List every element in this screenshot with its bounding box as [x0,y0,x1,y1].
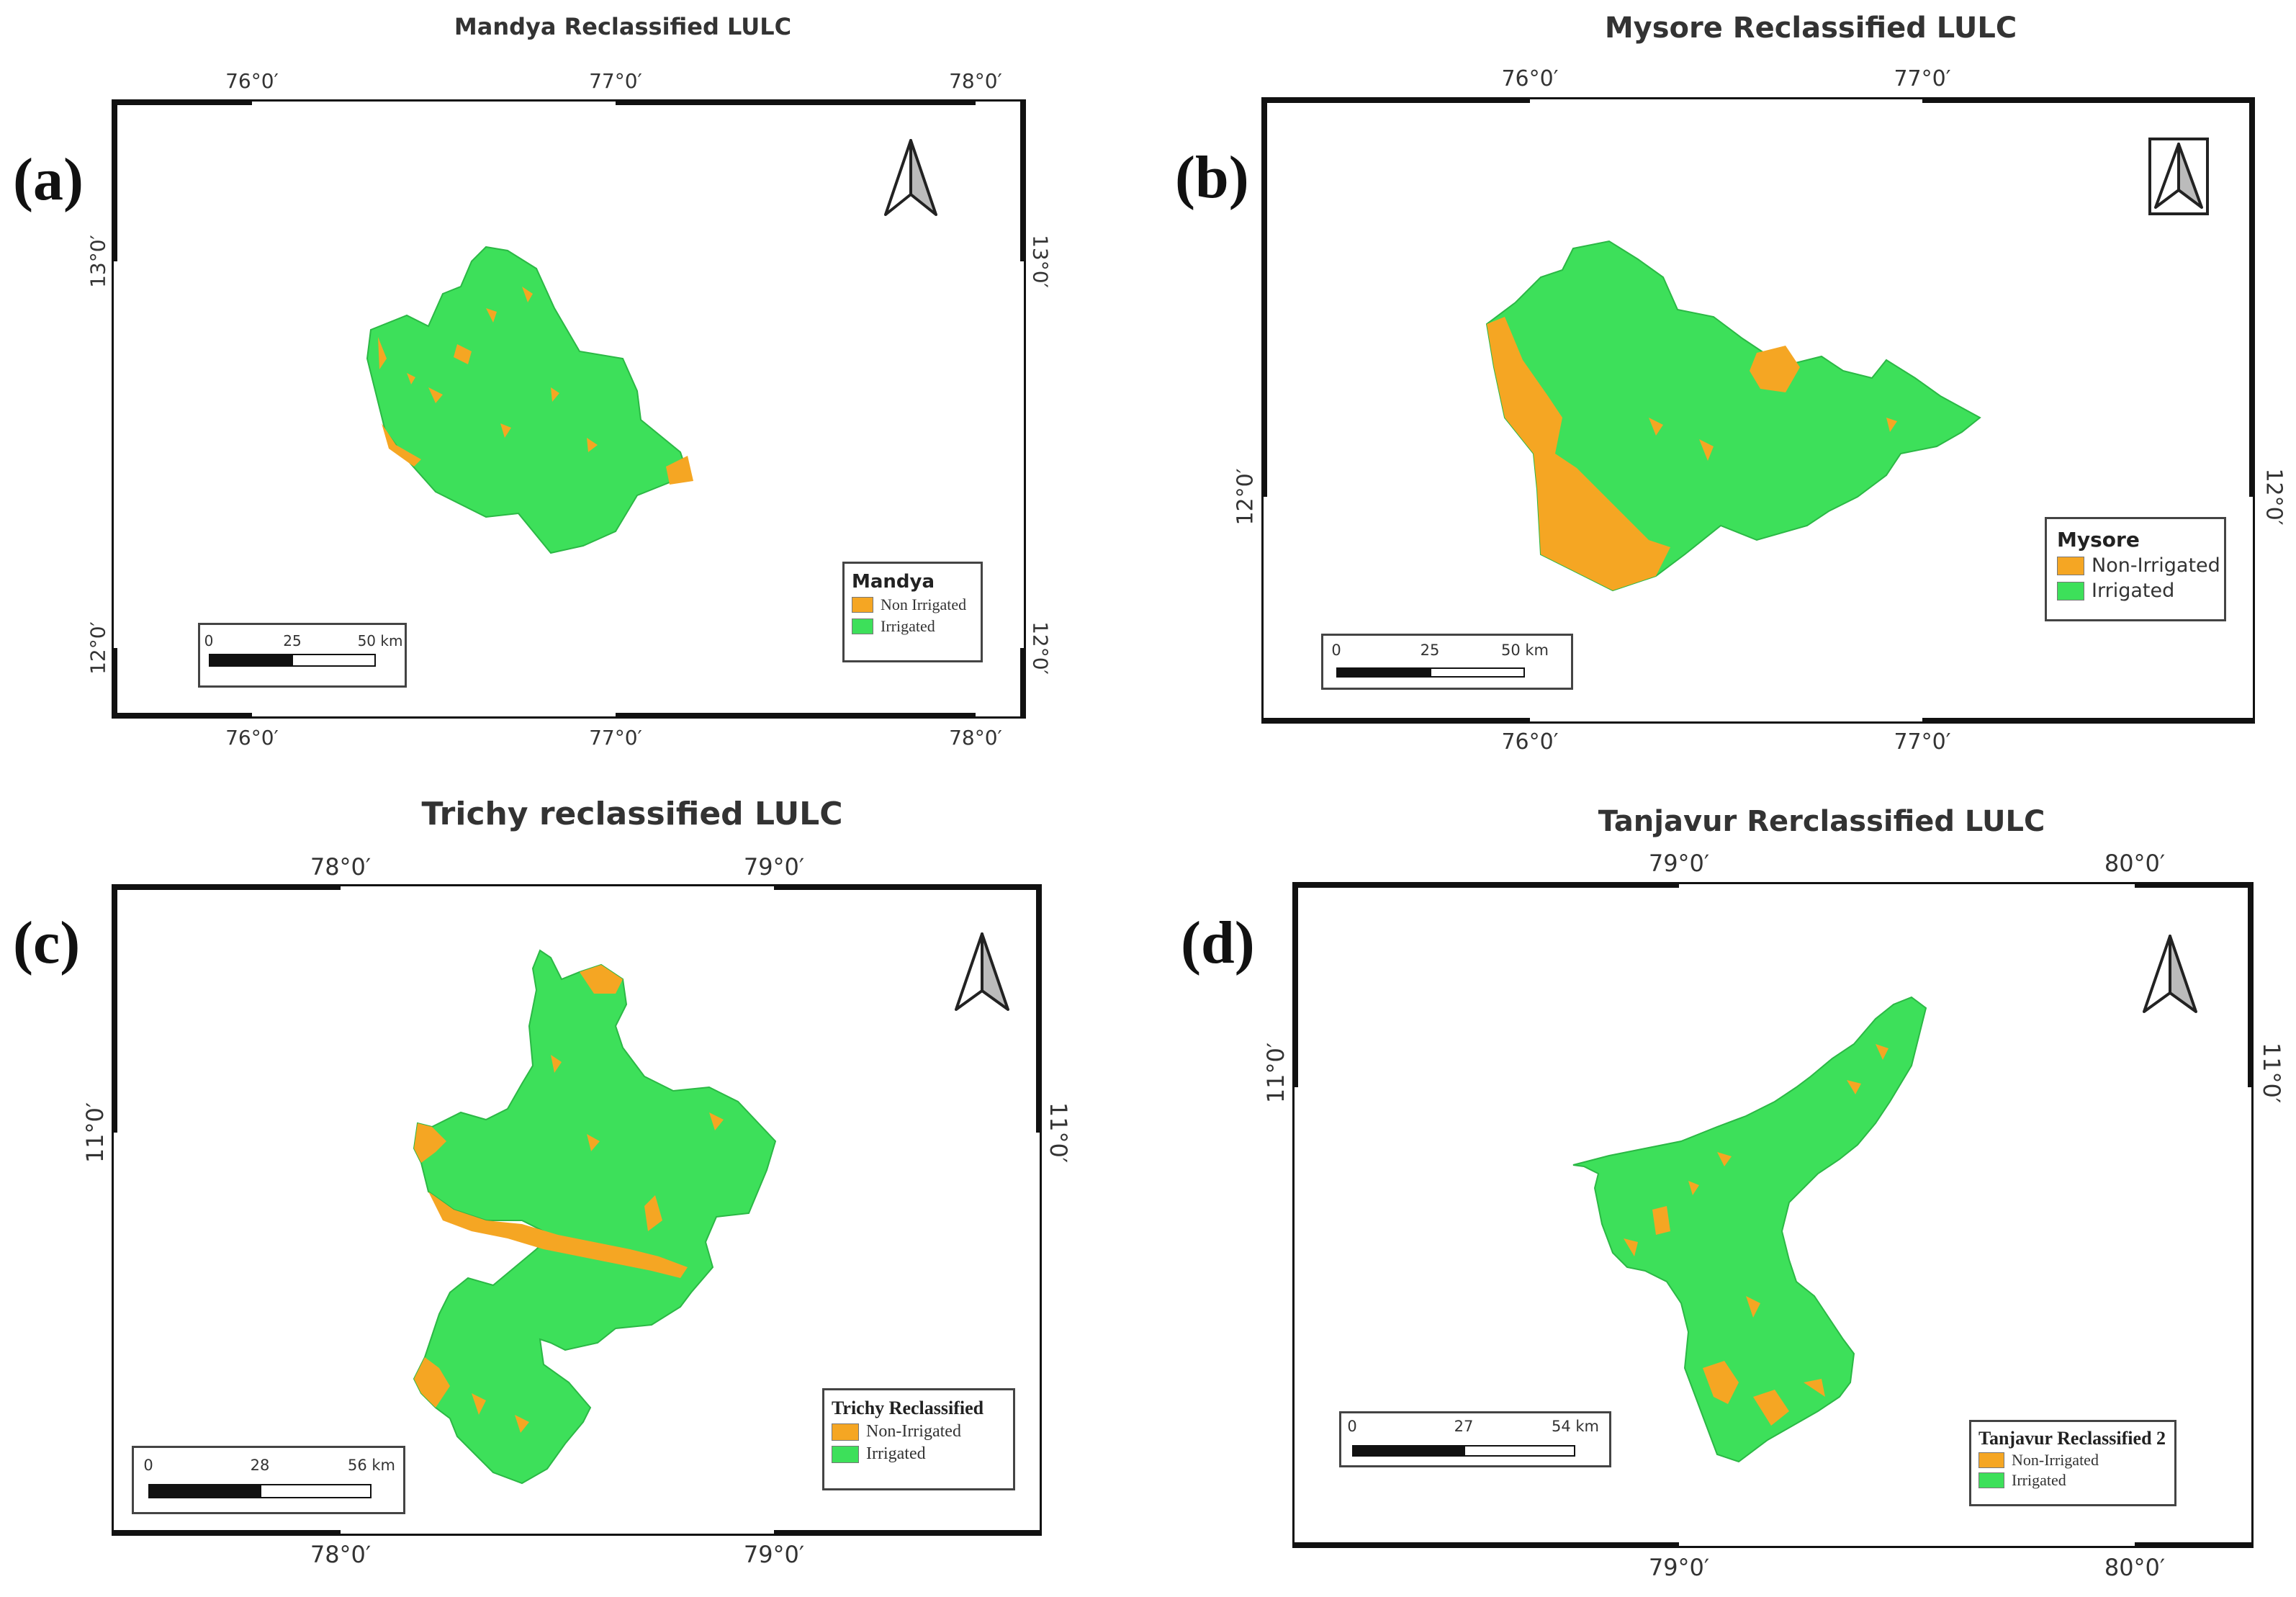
district-map-tanjavur [1572,996,1927,1463]
legend-label: Irrigated [2012,1471,2066,1489]
tick-right: 12°0′ [1028,621,1053,675]
north-arrow-icon [955,932,1009,1011]
tick-left: 12°0′ [86,621,110,675]
scalebar-label: 28 [250,1457,270,1474]
tick-top: 76°0′ [1501,66,1559,91]
scalebar-d: 0 27 54 km [1339,1411,1611,1467]
tick-left: 11°0′ [1262,1042,1289,1104]
legend-label: Non-Irrigated [2092,554,2220,577]
tick-top: 77°0′ [1894,66,1951,91]
legend-swatch-non-irrigated [852,597,873,613]
legend-swatch-non-irrigated [832,1423,859,1441]
legend-title: Trichy Reclassified [832,1398,984,1418]
scalebar-a: 0 25 50 km [198,623,407,688]
legend-swatch-irrigated [832,1445,859,1463]
scalebar-label: 56 km [347,1457,396,1474]
legend-title: Mandya [852,571,935,593]
legend-label: Irrigated [881,617,935,635]
scalebar-label: 0 [1331,642,1341,659]
legend-b: Mysore Non-Irrigated Irrigated [2045,517,2226,621]
panel-d-title: Tanjavur Rerclassified LULC [1598,805,2045,838]
legend-a: Mandya Non Irrigated Irrigated [842,562,983,662]
tick-top: 76°0′ [225,69,279,93]
scalebar-label: 54 km [1551,1418,1600,1435]
tick-left: 12°0′ [1233,468,1259,526]
tick-top: 79°0′ [1648,850,1710,877]
legend-swatch-non-irrigated [2057,556,2084,575]
scalebar-label: 0 [204,632,214,649]
legend-c: Trichy Reclassified Non-Irrigated Irriga… [822,1388,1015,1490]
tick-right: 11°0′ [1045,1102,1072,1164]
tick-top: 77°0′ [589,69,642,93]
panel-b-label: (b) [1175,144,1249,211]
north-arrow-icon [2148,138,2209,215]
panel-a-title: Mandya Reclassified LULC [454,13,792,40]
tick-right: 12°0′ [2261,468,2287,526]
legend-swatch-irrigated [2057,581,2084,600]
panel-c-title: Trichy reclassified LULC [421,796,843,832]
scalebar-label: 0 [143,1457,153,1474]
scalebar-label: 50 km [1500,642,1549,659]
tick-bottom: 76°0′ [225,726,279,750]
scalebar-label: 0 [1347,1418,1357,1435]
scalebar-label: 25 [1420,642,1440,659]
north-arrow-icon [884,139,937,216]
tick-left: 11°0′ [81,1102,109,1164]
legend-title: Tanjavur Reclassified 2 [1978,1428,2166,1449]
scalebar-label: 27 [1454,1418,1474,1435]
tick-bottom: 79°0′ [1648,1554,1710,1581]
tick-bottom: 80°0′ [2104,1554,2166,1581]
legend-label: Non-Irrigated [866,1422,961,1441]
legend-label: Irrigated [2092,580,2175,602]
legend-label: Non-Irrigated [2012,1451,2099,1469]
scalebar-c: 0 28 56 km [132,1446,405,1514]
tick-bottom: 78°0′ [310,1541,372,1568]
legend-swatch-irrigated [852,618,873,634]
tick-bottom: 76°0′ [1501,729,1559,755]
panel-c-label: (c) [13,909,81,976]
legend-label: Non Irrigated [881,595,967,613]
tick-right: 13°0′ [1028,235,1053,288]
legend-swatch-irrigated [1978,1472,2004,1488]
legend-d: Tanjavur Reclassified 2 Non-Irrigated Ir… [1969,1420,2176,1506]
legend-swatch-non-irrigated [1978,1452,2004,1468]
district-map-trichy [413,949,777,1485]
district-map-mysore [1485,240,1981,592]
tick-bottom: 79°0′ [743,1541,805,1568]
scalebar-label: 50 km [357,632,403,649]
tick-bottom: 78°0′ [949,726,1002,750]
tick-bottom: 77°0′ [1894,729,1951,755]
panel-d-label: (d) [1181,909,1255,976]
tick-top: 78°0′ [310,853,372,881]
tick-top: 78°0′ [949,69,1002,93]
district-map-mandya [366,246,693,554]
tick-top: 79°0′ [743,853,805,881]
tick-right: 11°0′ [2258,1042,2285,1104]
tick-bottom: 77°0′ [589,726,642,750]
tick-left: 13°0′ [86,235,110,288]
scalebar-label: 25 [283,632,302,649]
north-arrow-icon [2143,935,2197,1013]
panel-a-label: (a) [13,146,84,213]
legend-label: Irrigated [866,1444,926,1463]
tick-top: 80°0′ [2104,850,2166,877]
scalebar-b: 0 25 50 km [1321,634,1573,690]
panel-b-title: Mysore Reclassified LULC [1604,12,2017,45]
legend-title: Mysore [2057,528,2140,552]
